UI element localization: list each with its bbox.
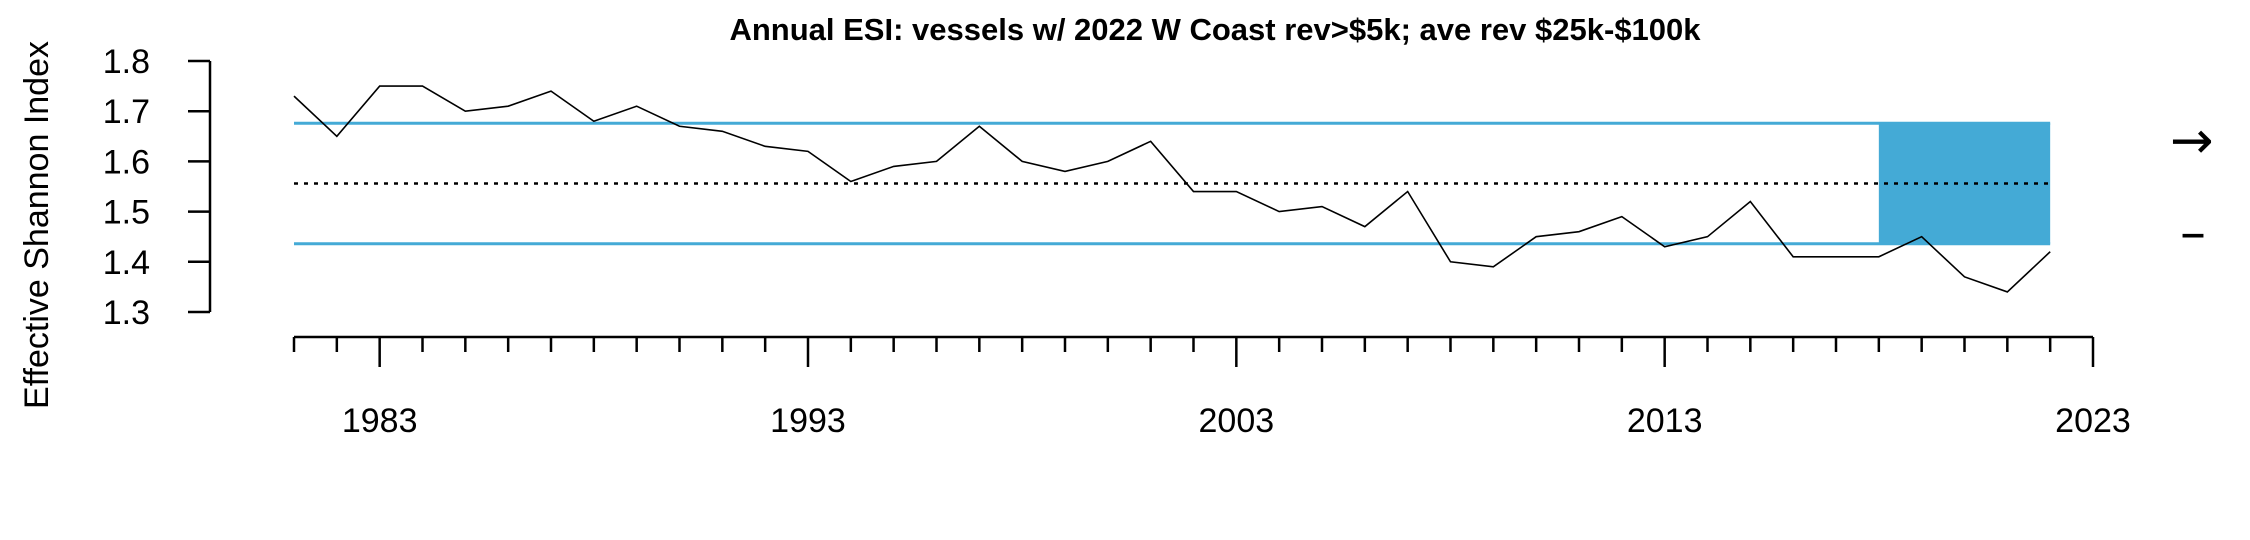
mean-trend-arrow-icon: → [2170, 111, 2214, 171]
chart-title: Annual ESI: vessels w/ 2022 W Coast rev>… [729, 12, 1701, 47]
x-tick-label-2013: 2013 [1627, 402, 1703, 440]
x-axis: 1983 1993 2003 2013 2023 [292, 335, 2131, 440]
x-tick-label-1993: 1993 [770, 402, 846, 440]
x-tick-label-2023: 2023 [2055, 402, 2131, 440]
y-axis: 1.3 1.4 1.5 1.6 1.7 1.8 [103, 43, 212, 332]
series-line [293, 85, 2051, 293]
y-tick-label-1.7: 1.7 [103, 93, 150, 131]
y-tick-label-1.3: 1.3 [103, 294, 150, 332]
y-axis-label: Effective Shannon Index [18, 41, 56, 409]
y-tick-label-1.8: 1.8 [103, 43, 150, 81]
x-tick-label-1983: 1983 [342, 402, 418, 440]
y-tick-label-1.6: 1.6 [103, 143, 150, 181]
y-tick-label-1.4: 1.4 [103, 244, 150, 282]
x-tick-label-2003: 2003 [1199, 402, 1275, 440]
y-tick-label-1.5: 1.5 [103, 194, 150, 232]
sd-trend-dash-icon: – [2180, 203, 2206, 263]
